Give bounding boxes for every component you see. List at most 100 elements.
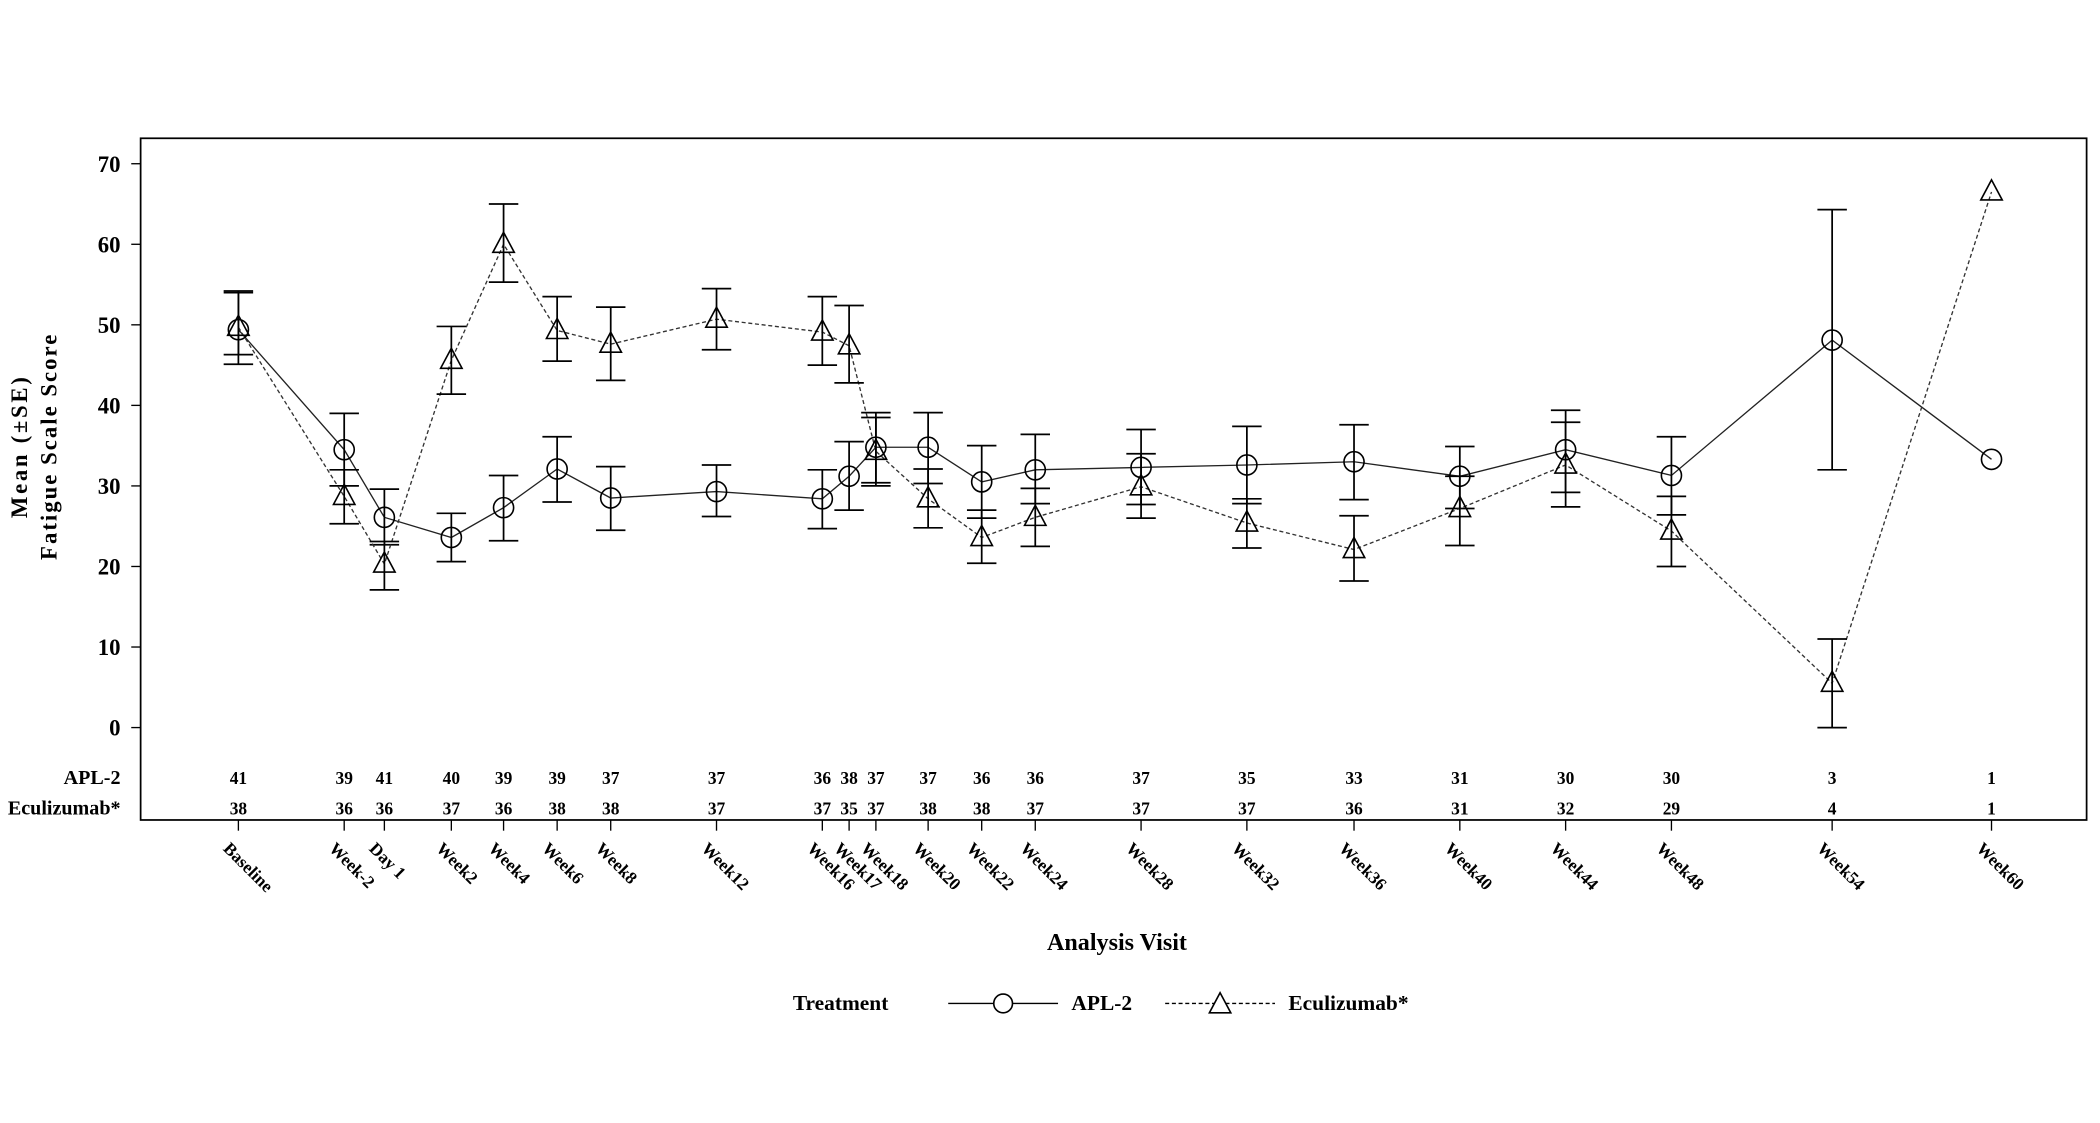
data-point bbox=[917, 436, 939, 459]
data-point bbox=[810, 318, 835, 341]
plot-frame bbox=[139, 137, 2088, 821]
count-value: 37 bbox=[1027, 799, 1045, 819]
data-point bbox=[1024, 458, 1047, 481]
legend-marker-eculizumab bbox=[1208, 991, 1233, 1014]
data-point bbox=[1821, 329, 1843, 351]
data-point bbox=[440, 526, 463, 549]
data-point bbox=[1979, 178, 2004, 201]
y-tick-label: 50 bbox=[98, 313, 121, 338]
data-point bbox=[333, 438, 356, 461]
data-point bbox=[492, 496, 515, 519]
data-point bbox=[1447, 494, 1472, 518]
x-tick-label: Week22 bbox=[963, 838, 1019, 894]
count-value: 37 bbox=[708, 768, 726, 788]
data-point bbox=[1343, 450, 1365, 473]
count-value: 39 bbox=[548, 768, 566, 788]
data-point bbox=[1341, 535, 1367, 559]
x-tick-label: Week8 bbox=[592, 838, 642, 888]
count-value: 40 bbox=[443, 768, 461, 788]
count-value: 37 bbox=[1132, 799, 1150, 819]
count-value: 39 bbox=[335, 768, 353, 788]
series-apl2 bbox=[223, 208, 2003, 563]
count-value: 37 bbox=[867, 768, 885, 788]
count-value: 38 bbox=[840, 768, 858, 788]
y-axis: 0 10 20 30 40 50 60 70 bbox=[98, 152, 141, 741]
count-value: 37 bbox=[1132, 768, 1150, 788]
legend-marker-apl2 bbox=[992, 993, 1014, 1014]
data-point bbox=[916, 485, 941, 508]
x-axis-label: Analysis Visit bbox=[1047, 930, 1187, 956]
x-tick-label: Week44 bbox=[1547, 838, 1603, 894]
count-value: 41 bbox=[230, 768, 247, 788]
count-value: 38 bbox=[919, 799, 937, 819]
count-value: 35 bbox=[840, 799, 858, 819]
count-value: 36 bbox=[814, 768, 832, 788]
count-value: 36 bbox=[495, 799, 513, 819]
data-point bbox=[373, 506, 396, 529]
y-axis-label-line1: Mean (±SE) bbox=[7, 375, 32, 519]
data-point bbox=[705, 480, 728, 503]
data-point bbox=[598, 330, 623, 354]
x-tick-label: Week4 bbox=[485, 838, 535, 888]
legend-title: Treatment bbox=[793, 991, 889, 1015]
count-value: 30 bbox=[1663, 768, 1681, 788]
count-value: 4 bbox=[1828, 799, 1837, 819]
legend-label-eculizumab: Eculizumab* bbox=[1288, 991, 1408, 1015]
data-point bbox=[1980, 448, 2003, 471]
y-tick-label: 10 bbox=[98, 635, 121, 660]
series-line bbox=[237, 191, 1993, 685]
x-tick-label: Week28 bbox=[1122, 838, 1178, 894]
count-value: 1 bbox=[1987, 799, 1996, 819]
x-tick-label: Week24 bbox=[1016, 838, 1072, 894]
count-value: 35 bbox=[1238, 768, 1256, 788]
data-point bbox=[332, 482, 357, 506]
row-label-eculizumab: Eculizumab* bbox=[8, 798, 121, 820]
x-tick-label: Week32 bbox=[1228, 838, 1284, 894]
data-point bbox=[1023, 503, 1048, 527]
count-value: 37 bbox=[708, 799, 726, 819]
data-point bbox=[545, 316, 570, 340]
count-value: 1 bbox=[1987, 768, 1996, 788]
y-tick-label: 20 bbox=[98, 555, 121, 580]
count-value: 37 bbox=[814, 799, 832, 819]
count-value: 3 bbox=[1828, 768, 1837, 788]
data-point bbox=[1659, 517, 1684, 540]
x-tick-label: Week60 bbox=[1973, 838, 2029, 894]
count-value: 39 bbox=[495, 768, 513, 788]
legend: Treatment APL-2 Eculizumab* bbox=[793, 991, 1409, 1015]
count-value: 36 bbox=[1027, 768, 1045, 788]
series-line bbox=[237, 329, 1992, 539]
data-point bbox=[226, 313, 251, 337]
data-point bbox=[811, 487, 834, 510]
count-value: 37 bbox=[867, 799, 885, 819]
count-value: 31 bbox=[1451, 768, 1468, 788]
x-tick-label: Week54 bbox=[1813, 838, 1869, 894]
count-value: 36 bbox=[376, 799, 394, 819]
x-tick-label: Week20 bbox=[909, 838, 965, 894]
data-point bbox=[491, 230, 516, 254]
y-tick-label: 60 bbox=[98, 232, 121, 257]
count-value: 33 bbox=[1345, 768, 1363, 788]
data-point bbox=[1129, 472, 1154, 496]
data-point bbox=[1234, 509, 1259, 532]
x-tick-label: Week12 bbox=[698, 838, 754, 894]
y-tick-label: 0 bbox=[109, 716, 120, 741]
x-tick-label: Week6 bbox=[538, 838, 588, 888]
count-value: 36 bbox=[335, 799, 353, 819]
legend-label-apl2: APL-2 bbox=[1071, 991, 1132, 1015]
data-point bbox=[1553, 451, 1578, 474]
data-point bbox=[439, 346, 464, 370]
data-point bbox=[1660, 464, 1683, 487]
data-point bbox=[546, 458, 568, 480]
count-value: 29 bbox=[1663, 799, 1681, 819]
data-point bbox=[863, 437, 888, 461]
data-point bbox=[837, 332, 862, 355]
count-value: 38 bbox=[973, 799, 991, 819]
count-value: 37 bbox=[919, 768, 937, 788]
count-value: 36 bbox=[973, 768, 991, 788]
data-point bbox=[1820, 669, 1845, 693]
count-value: 41 bbox=[376, 768, 393, 788]
x-tick-label: Week36 bbox=[1335, 838, 1391, 894]
count-value: 32 bbox=[1557, 799, 1574, 819]
